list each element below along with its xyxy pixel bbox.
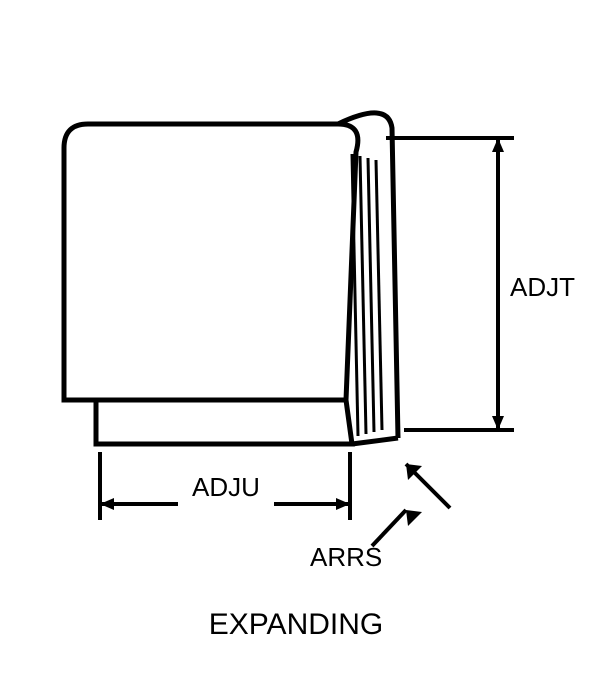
page-bottom-depth — [352, 438, 398, 444]
thickness-dim-label: ARRS — [310, 542, 382, 572]
page-edge — [360, 156, 366, 434]
height-dim-label: ADJT — [510, 272, 575, 302]
page-edge — [376, 160, 382, 430]
leader-arrs-lower — [372, 510, 406, 546]
page-bottom — [96, 400, 352, 444]
front-cover — [64, 124, 358, 400]
diagram-canvas: ADJT ADJU ARRS EXPANDING — [0, 0, 591, 681]
diagram-title: EXPANDING — [209, 608, 383, 641]
width-dim-label: ADJU — [192, 472, 260, 502]
page-edge — [368, 158, 374, 432]
expanding-folder-drawing — [64, 113, 398, 444]
